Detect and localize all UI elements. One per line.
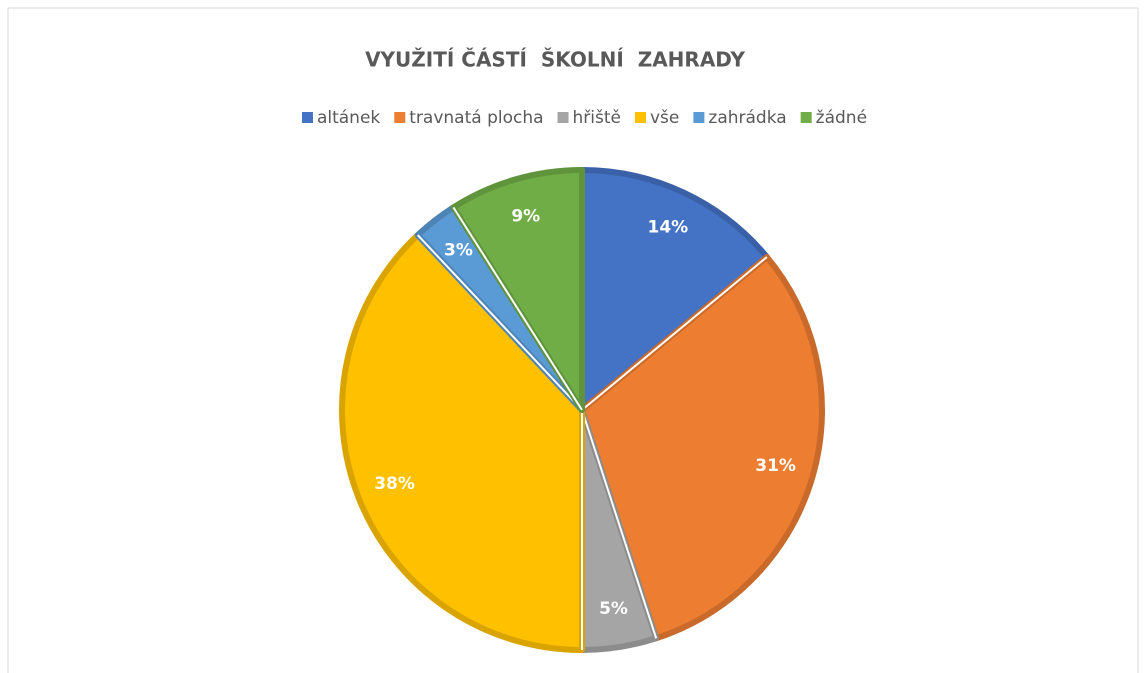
legend-label: vše <box>650 108 679 128</box>
legend-swatch <box>635 112 646 123</box>
legend-swatch <box>557 112 569 123</box>
legend-swatch <box>301 112 313 123</box>
legend-swatch <box>800 112 812 123</box>
legend-label: zahrádka <box>708 108 786 128</box>
chart-title: VYUŽITÍ ČÁSTÍ ŠKOLNÍ ZAHRADY <box>365 48 745 72</box>
legend-label: travnatá plocha <box>409 108 543 128</box>
legend-label: altánek <box>317 108 380 128</box>
slice-gap <box>581 409 658 639</box>
pie-slice <box>339 232 585 653</box>
legend-label: hřiště <box>573 108 621 128</box>
data-label: 5% <box>599 599 628 619</box>
data-label: 14% <box>647 218 688 238</box>
slice-gap <box>581 256 768 411</box>
data-label: 38% <box>374 474 415 494</box>
data-label: 9% <box>511 206 540 226</box>
slice-gap <box>452 206 583 411</box>
data-label: 31% <box>755 456 796 476</box>
legend-label: žádné <box>816 108 867 128</box>
data-label: 3% <box>444 241 473 261</box>
pie-slice <box>579 254 825 642</box>
legend-swatch <box>394 112 406 123</box>
pie-slice <box>579 167 770 413</box>
legend: altánek travnatá plocha hřiště vše zahrádka ž… <box>301 108 867 128</box>
pie-slice <box>450 167 585 413</box>
legend-swatch <box>693 112 705 123</box>
slice-gap <box>416 234 583 411</box>
